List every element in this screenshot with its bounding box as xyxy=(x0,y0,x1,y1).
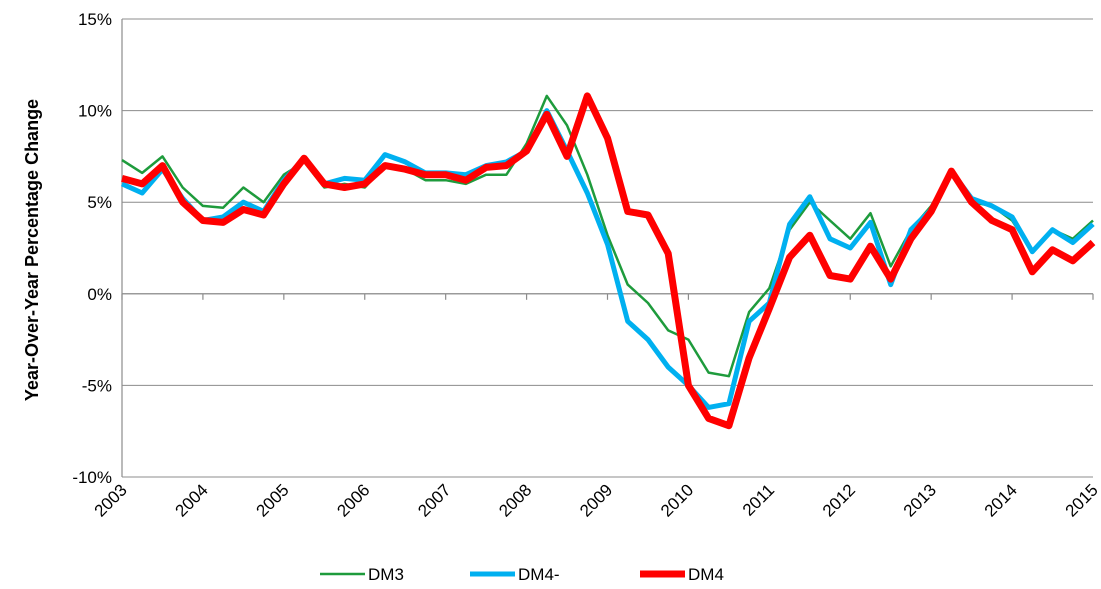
series-line xyxy=(121,92,1096,430)
y-axis-label: Year-Over-Year Percentage Change xyxy=(22,99,42,401)
x-tick-label: 2014 xyxy=(981,480,1021,520)
y-tick-label: -5% xyxy=(82,376,112,395)
y-tick-label: 10% xyxy=(78,102,112,121)
x-tick-label: 2005 xyxy=(252,480,292,520)
x-tick-label: 2006 xyxy=(333,480,373,520)
legend-label: DM4- xyxy=(518,565,560,584)
x-tick-label: 2007 xyxy=(414,480,454,520)
y-tick-label: 5% xyxy=(87,193,112,212)
x-tick-label: 2009 xyxy=(576,480,616,520)
x-tick-label: 2015 xyxy=(1062,480,1101,520)
x-tick-label: 2011 xyxy=(739,480,778,519)
series-line xyxy=(120,108,1095,410)
y-tick-label: 0% xyxy=(87,285,112,304)
y-tick-label: 15% xyxy=(78,10,112,29)
y-tick-label: -10% xyxy=(72,468,112,487)
x-tick-label: 2008 xyxy=(495,480,535,520)
x-tick-label: 2010 xyxy=(657,480,697,520)
x-tick-label: 2013 xyxy=(900,480,940,520)
legend-label: DM4 xyxy=(688,565,724,584)
legend-label: DM3 xyxy=(368,565,404,584)
x-tick-label: 2004 xyxy=(172,480,212,520)
x-tick-label: 2012 xyxy=(819,480,859,520)
